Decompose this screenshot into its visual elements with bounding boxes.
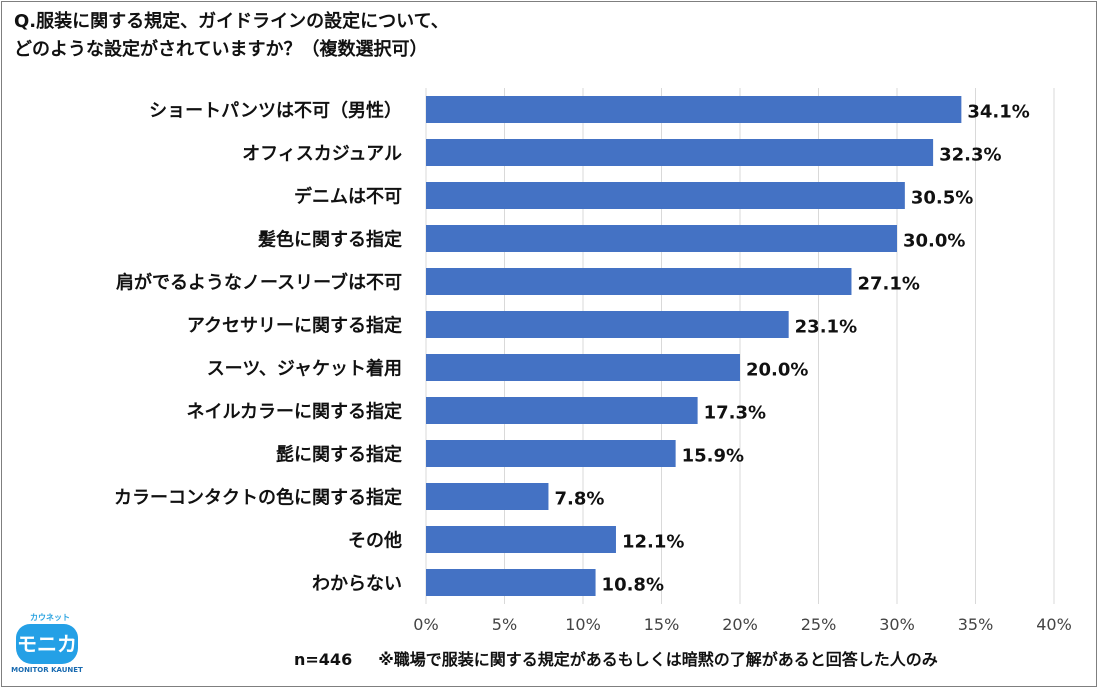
- data-label: 12.1%: [622, 532, 684, 553]
- footer-note: n=446 ※職場で服装に関する規定があるもしくは暗黙の了解があると回答した人のみ: [294, 646, 938, 670]
- bar: [426, 311, 789, 338]
- bar: [426, 182, 905, 209]
- x-tick-label: 40%: [1036, 615, 1072, 634]
- bar: [426, 268, 852, 295]
- category-label: 肩がでるようなノースリーブは不可: [116, 272, 402, 294]
- data-label: 10.8%: [602, 575, 664, 596]
- title-line-1: Q.服装に関する規定、ガイドラインの設定について、: [14, 11, 449, 32]
- x-tick-label: 15%: [644, 615, 680, 634]
- x-tick-label: 0%: [413, 615, 438, 634]
- logo-kana-top: カウネット: [30, 613, 70, 622]
- category-label: カラーコンタクトの色に関する指定: [114, 487, 402, 509]
- x-tick-label: 5%: [492, 615, 517, 634]
- chart-title: Q.服装に関する規定、ガイドラインの設定について、 どのような設定がされています…: [14, 8, 449, 64]
- data-label: 23.1%: [795, 317, 857, 338]
- category-label: スーツ、ジャケット着用: [207, 358, 402, 380]
- x-tick-label: 20%: [722, 615, 758, 634]
- x-tick-label: 10%: [565, 615, 601, 634]
- category-label: オフィスカジュアル: [242, 144, 402, 165]
- category-label: 髭に関する指定: [276, 444, 402, 466]
- title-line-2: どのような設定がされていますか？（複数選択可）: [14, 39, 428, 60]
- monica-logo: カウネット モニカ MONITOR KAUNET: [8, 610, 86, 680]
- bar: [426, 397, 698, 424]
- data-label: 20.0%: [746, 360, 808, 381]
- data-label: 15.9%: [682, 446, 744, 467]
- logo-main-text: モニカ: [17, 632, 77, 656]
- logo-drop-shape: [16, 624, 78, 664]
- bar: [426, 569, 596, 596]
- category-label: 髪色に関する指定: [257, 229, 402, 251]
- data-label: 17.3%: [704, 403, 766, 424]
- category-label: ネイルカラーに関する指定: [187, 401, 402, 423]
- data-label: 7.8%: [554, 489, 604, 510]
- bar: [426, 96, 962, 123]
- data-label: 32.3%: [939, 145, 1001, 166]
- data-label: 27.1%: [857, 274, 919, 295]
- data-label: 30.5%: [911, 188, 973, 209]
- category-label: わからない: [312, 574, 402, 595]
- bar: [426, 139, 934, 166]
- bar: [426, 526, 616, 553]
- data-label: 30.0%: [903, 231, 965, 252]
- sample-size: n=446: [294, 650, 353, 669]
- x-tick-label: 25%: [801, 615, 837, 634]
- bar: [426, 483, 549, 510]
- bar: [426, 225, 897, 252]
- bar: [426, 440, 676, 467]
- x-tick-label: 35%: [958, 615, 994, 634]
- x-tick-label: 30%: [879, 615, 915, 634]
- footer-caption: ※職場で服装に関する規定があるもしくは暗黙の了解があると回答した人のみ: [378, 650, 938, 669]
- category-label: ショートパンツは不可（男性）: [149, 100, 402, 122]
- logo-sub-text: MONITOR KAUNET: [11, 666, 83, 674]
- bar: [426, 354, 740, 381]
- category-label: デニムは不可: [294, 186, 402, 208]
- category-label: その他: [348, 530, 402, 552]
- data-label: 34.1%: [967, 102, 1029, 123]
- category-label: アクセサリーに関する指定: [187, 315, 402, 337]
